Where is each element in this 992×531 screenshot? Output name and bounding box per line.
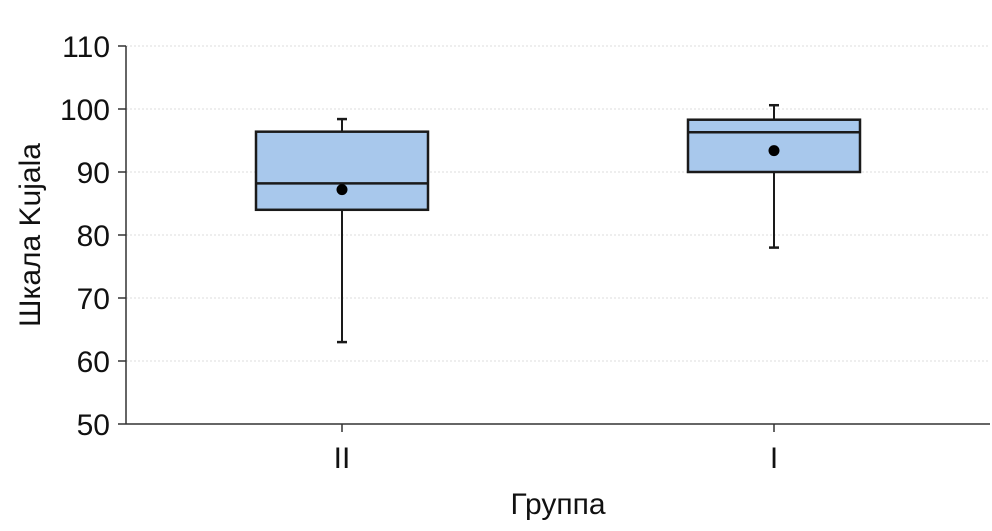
y-tick-label: 80 — [77, 220, 110, 253]
y-tick-label: 100 — [60, 94, 110, 127]
y-ticks: 50 60 70 80 90 100 110 — [60, 31, 126, 442]
x-tick-label: II — [334, 442, 351, 475]
y-axis-title: Шкала Kujala — [14, 143, 47, 327]
y-tick-label: 90 — [77, 157, 110, 190]
box-I — [686, 103, 862, 249]
y-tick-label: 60 — [77, 346, 110, 379]
y-tick-label: 50 — [77, 409, 110, 442]
y-tick-label: 110 — [62, 31, 110, 64]
boxes — [254, 103, 862, 344]
box-II — [254, 117, 430, 344]
x-tick-label: I — [770, 442, 778, 475]
y-tick-label: 70 — [77, 283, 110, 316]
x-ticks: II I — [334, 424, 778, 475]
mean-marker — [768, 145, 780, 157]
mean-marker — [336, 184, 348, 196]
x-axis-title: Группа — [510, 488, 605, 521]
iqr-box — [254, 130, 430, 212]
